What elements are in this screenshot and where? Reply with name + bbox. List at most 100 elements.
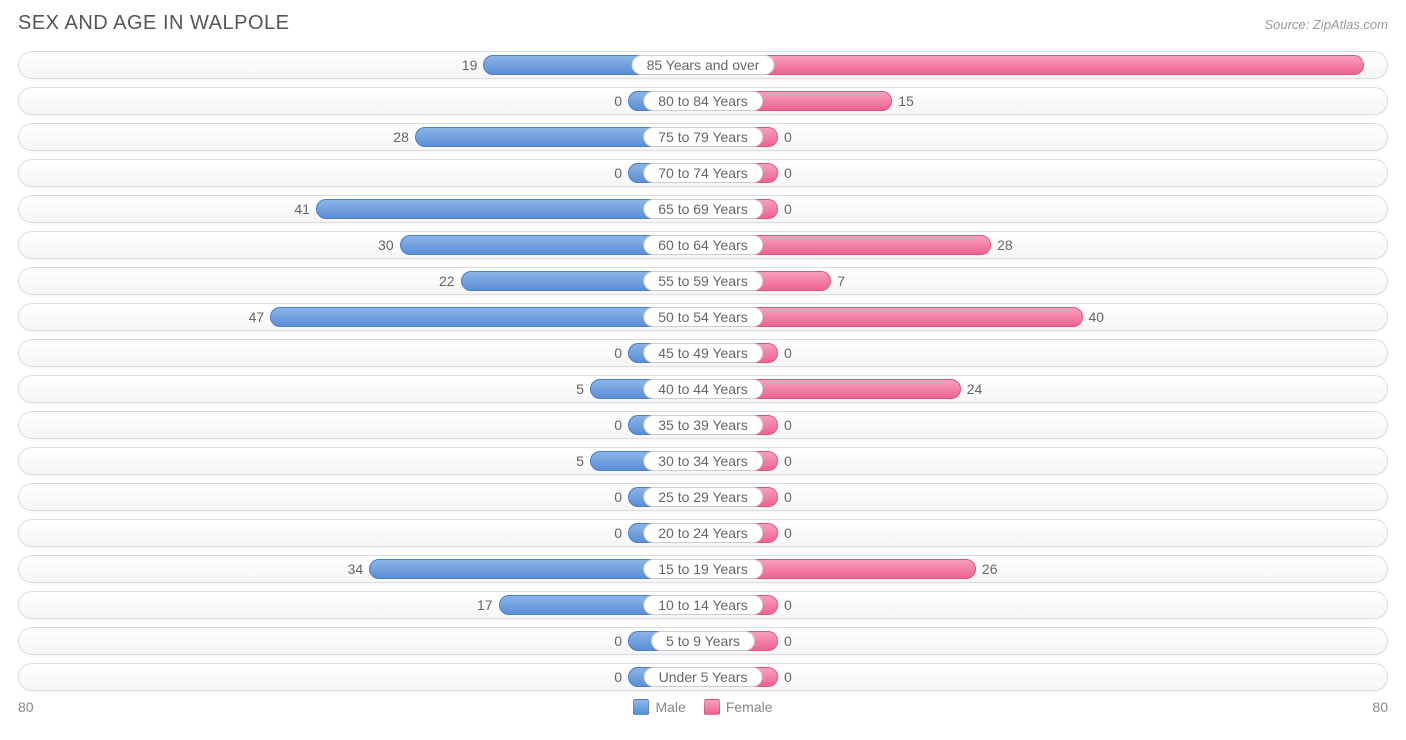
male-value-label: 0 — [614, 520, 622, 546]
female-half: 26 — [703, 556, 1387, 582]
male-half: 0 — [19, 160, 703, 186]
female-value-label: 0 — [784, 484, 792, 510]
male-value-label: 0 — [614, 664, 622, 690]
male-value-label: 0 — [614, 160, 622, 186]
male-value-label: 0 — [614, 412, 622, 438]
female-value-label: 24 — [967, 376, 983, 402]
legend-item-male: Male — [633, 699, 685, 715]
male-value-label: 0 — [614, 88, 622, 114]
age-group-pill: 45 to 49 Years — [643, 343, 763, 363]
age-group-pill: 75 to 79 Years — [643, 127, 763, 147]
female-value-label: 0 — [784, 160, 792, 186]
male-half: 28 — [19, 124, 703, 150]
age-group-pill: 85 Years and over — [632, 55, 775, 75]
male-half: 0 — [19, 628, 703, 654]
age-group-pill: 50 to 54 Years — [643, 307, 763, 327]
pyramid-row: 0070 to 74 Years — [18, 159, 1388, 187]
female-value-label: 26 — [982, 556, 998, 582]
pyramid-row: 34 26 15 to 19 Years — [18, 555, 1388, 583]
male-half: 17 — [19, 592, 703, 618]
male-half: 19 — [19, 52, 703, 78]
female-half: 0 — [703, 448, 1387, 474]
female-half: 0 — [703, 340, 1387, 366]
male-value-label: 41 — [294, 196, 310, 222]
female-value-label: 15 — [898, 88, 914, 114]
legend-item-female: Female — [704, 699, 773, 715]
pyramid-row: 0035 to 39 Years — [18, 411, 1388, 439]
male-half: 0 — [19, 484, 703, 510]
male-value-label: 0 — [614, 340, 622, 366]
male-swatch-icon — [633, 699, 649, 715]
male-half: 0 — [19, 88, 703, 114]
female-half: 0 — [703, 592, 1387, 618]
age-group-pill: 20 to 24 Years — [643, 523, 763, 543]
female-half: 0 — [703, 412, 1387, 438]
pyramid-row: 41 0 65 to 69 Years — [18, 195, 1388, 223]
male-half: 5 — [19, 448, 703, 474]
pyramid-row: 19 77 85 Years and over — [18, 51, 1388, 79]
female-half: 15 — [703, 88, 1387, 114]
male-value-label: 17 — [477, 592, 493, 618]
male-half: 34 — [19, 556, 703, 582]
pyramid-row: 47 40 50 to 54 Years — [18, 303, 1388, 331]
pyramid-row: 5 0 30 to 34 Years — [18, 447, 1388, 475]
male-half: 0 — [19, 520, 703, 546]
pyramid-row: 0025 to 29 Years — [18, 483, 1388, 511]
female-value-label: 0 — [784, 448, 792, 474]
chart-footer: 80 Male Female 80 — [18, 699, 1388, 715]
female-value-label: 77 — [1361, 52, 1377, 78]
age-group-pill: 40 to 44 Years — [643, 379, 763, 399]
axis-max-left: 80 — [18, 699, 34, 715]
pyramid-row: 00Under 5 Years — [18, 663, 1388, 691]
female-bar — [703, 55, 1364, 75]
chart-title: SEX AND AGE IN WALPOLE — [18, 12, 289, 35]
male-value-label: 28 — [393, 124, 409, 150]
female-value-label: 7 — [837, 268, 845, 294]
female-value-label: 0 — [784, 340, 792, 366]
population-pyramid-chart: 19 77 85 Years and over 0 15 80 to 84 Years 28… — [18, 51, 1388, 691]
male-half: 0 — [19, 664, 703, 690]
axis-max-right: 80 — [1372, 699, 1388, 715]
female-value-label: 0 — [784, 592, 792, 618]
female-value-label: 0 — [784, 124, 792, 150]
male-half: 0 — [19, 412, 703, 438]
female-half: 7 — [703, 268, 1387, 294]
male-bar — [270, 307, 703, 327]
male-value-label: 22 — [439, 268, 455, 294]
source-prefix: Source: — [1264, 17, 1312, 32]
age-group-pill: 55 to 59 Years — [643, 271, 763, 291]
female-value-label: 28 — [997, 232, 1013, 258]
female-half: 0 — [703, 196, 1387, 222]
age-group-pill: 80 to 84 Years — [643, 91, 763, 111]
male-half: 41 — [19, 196, 703, 222]
male-value-label: 0 — [614, 484, 622, 510]
male-value-label: 5 — [576, 376, 584, 402]
male-half: 5 — [19, 376, 703, 402]
male-value-label: 19 — [462, 52, 478, 78]
female-value-label: 40 — [1089, 304, 1105, 330]
female-half: 0 — [703, 664, 1387, 690]
age-group-pill: 15 to 19 Years — [643, 559, 763, 579]
pyramid-row: 5 24 40 to 44 Years — [18, 375, 1388, 403]
source-name: ZipAtlas.com — [1313, 17, 1388, 32]
pyramid-row: 005 to 9 Years — [18, 627, 1388, 655]
female-value-label: 0 — [784, 520, 792, 546]
age-group-pill: 10 to 14 Years — [643, 595, 763, 615]
female-value-label: 0 — [784, 196, 792, 222]
female-value-label: 0 — [784, 412, 792, 438]
female-half: 28 — [703, 232, 1387, 258]
pyramid-row: 28 0 75 to 79 Years — [18, 123, 1388, 151]
male-value-label: 47 — [249, 304, 265, 330]
female-half: 0 — [703, 628, 1387, 654]
age-group-pill: 30 to 34 Years — [643, 451, 763, 471]
pyramid-row: 22 7 55 to 59 Years — [18, 267, 1388, 295]
male-value-label: 34 — [348, 556, 364, 582]
chart-source: Source: ZipAtlas.com — [1264, 17, 1388, 32]
female-half: 40 — [703, 304, 1387, 330]
chart-header: SEX AND AGE IN WALPOLE Source: ZipAtlas.… — [18, 12, 1388, 35]
age-group-pill: 65 to 69 Years — [643, 199, 763, 219]
female-half: 24 — [703, 376, 1387, 402]
chart-legend: Male Female — [633, 699, 772, 715]
female-half: 0 — [703, 484, 1387, 510]
pyramid-row: 17 0 10 to 14 Years — [18, 591, 1388, 619]
